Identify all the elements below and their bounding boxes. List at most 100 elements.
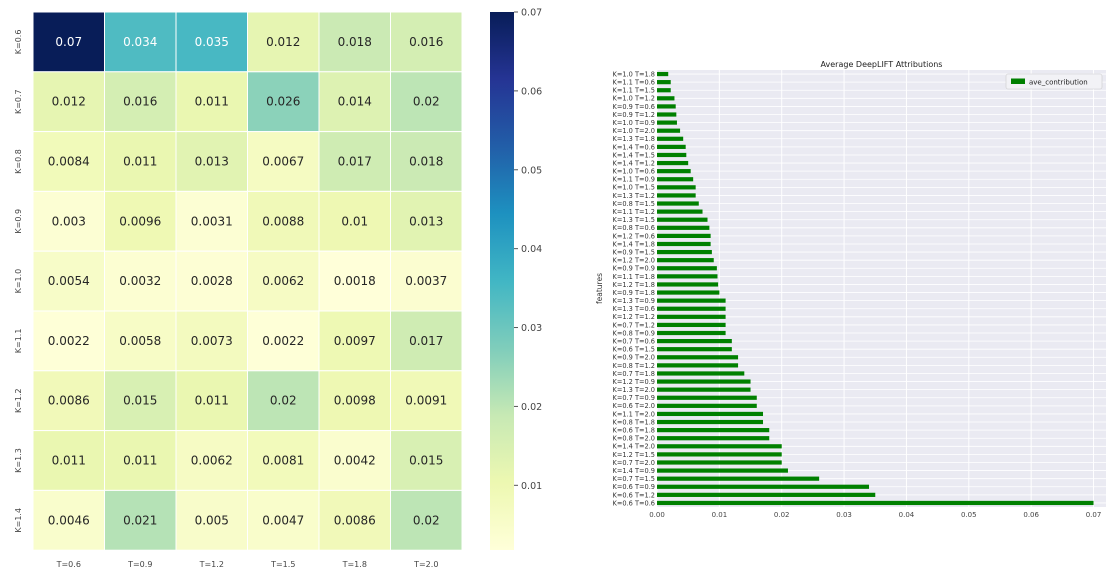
y-tick-label: K=0.8 T=2.0	[613, 435, 655, 443]
colorbar-tick-label: 0.04	[521, 244, 542, 255]
bar	[657, 379, 751, 384]
heatmap-cell-value: 0.0042	[334, 454, 376, 468]
bar	[657, 177, 694, 182]
bar	[657, 314, 726, 319]
bar	[657, 322, 726, 328]
heatmap-cell-value: 0.035	[195, 35, 229, 49]
heatmap-cell-value: 0.0097	[334, 334, 376, 348]
colorbar-tick-label: 0.07	[521, 8, 542, 19]
y-tick-label: K=0.6 T=0.6	[613, 499, 655, 507]
heatmap-cell-value: 0.011	[52, 454, 86, 468]
heatmap-cell-value: 0.015	[409, 454, 443, 468]
heatmap-cell-value: 0.0037	[405, 274, 447, 288]
bar	[657, 492, 876, 497]
heatmap-cell-value: 0.02	[270, 394, 297, 408]
bar	[657, 169, 691, 174]
bar	[657, 209, 703, 214]
y-tick-label: K=0.9 T=1.5	[613, 248, 655, 256]
heatmap-cell	[32, 310, 105, 372]
colorbar-tick-label: 0.05	[521, 165, 542, 176]
heatmap-cell	[247, 71, 320, 133]
bar	[657, 411, 764, 417]
y-tick-label: K=0.7 T=1.5	[613, 475, 655, 483]
bar	[657, 282, 719, 287]
x-tick-label: 0.03	[836, 511, 852, 519]
bar	[657, 88, 671, 93]
heatmap-cell-value: 0.0058	[119, 334, 161, 348]
y-tick-label: K=0.9 T=1.8	[613, 289, 655, 297]
heatmap-cell	[247, 370, 320, 432]
bar	[657, 71, 669, 77]
bar	[657, 460, 782, 465]
bar	[657, 144, 686, 149]
heatmap-cell-value: 0.0018	[334, 274, 376, 288]
y-tick-label: K=0.6 T=1.5	[613, 346, 655, 354]
heatmap-cell	[390, 11, 463, 73]
y-tick-label: K=0.7 T=2.0	[613, 459, 655, 467]
heatmap-cell-value: 0.0046	[48, 513, 90, 527]
heatmap-cell-value: 0.0081	[262, 454, 304, 468]
y-tick-label: K=1.4 T=0.9	[613, 467, 655, 475]
bar	[657, 112, 677, 117]
heatmap-cell	[104, 370, 177, 432]
heatmap-cell-value: 0.017	[409, 334, 443, 348]
heatmap-cell-value: 0.003	[52, 214, 86, 228]
bar	[657, 258, 714, 263]
bar	[657, 468, 788, 473]
y-tick-label: K=1.4 T=1.5	[613, 151, 655, 159]
bar	[657, 96, 675, 101]
y-tick-label: K=0.6 T=1.8	[613, 427, 655, 435]
y-tick-label: K=1.2 T=1.5	[613, 451, 655, 459]
bar	[657, 500, 1094, 506]
heatmap-cell-value: 0.016	[123, 95, 157, 109]
heatmap-cell-value: 0.0086	[334, 513, 376, 527]
heatmap-cell-value: 0.0022	[48, 334, 90, 348]
colorbar-tick-label: 0.01	[521, 481, 542, 492]
heatmap-y-tick-label: K=1.1	[14, 329, 23, 354]
bar	[657, 387, 751, 392]
y-tick-label: K=1.3 T=2.0	[613, 386, 655, 394]
y-tick-label: K=1.1 T=1.2	[613, 208, 655, 216]
y-tick-label: K=1.0 T=0.9	[613, 119, 655, 127]
bar	[657, 306, 726, 311]
heatmap-cell-value: 0.0091	[405, 394, 447, 408]
bar	[657, 371, 745, 376]
x-tick-label: 0.01	[712, 511, 728, 519]
colorbar-tick-label: 0.06	[521, 86, 542, 97]
heatmap-cell-value: 0.0047	[262, 513, 304, 527]
y-tick-label: K=0.8 T=1.8	[613, 418, 655, 426]
heatmap-cell-value: 0.0084	[48, 155, 90, 169]
bar	[657, 249, 712, 255]
bar	[657, 428, 770, 433]
heatmap-cell	[32, 370, 105, 432]
heatmap-cell	[175, 190, 248, 252]
y-tick-label: K=1.4 T=0.6	[613, 143, 655, 151]
colorbar-tick-label: 0.02	[521, 402, 542, 413]
heatmap-cell	[390, 250, 463, 312]
heatmap-cell	[175, 370, 248, 432]
y-tick-label: K=1.3 T=0.6	[613, 305, 655, 313]
y-tick-label: K=1.2 T=1.8	[613, 281, 655, 289]
heatmap-cell-value: 0.013	[409, 214, 443, 228]
heatmap-cell	[390, 310, 463, 372]
heatmap-cell	[318, 430, 391, 491]
heatmap-cell-value: 0.0031	[191, 214, 233, 228]
y-tick-label: K=0.7 T=1.8	[613, 370, 655, 378]
heatmap-cell-value: 0.018	[338, 35, 372, 49]
heatmap-cell-value: 0.012	[266, 35, 300, 49]
bar	[657, 452, 782, 457]
heatmap-y-tick-label: K=1.2	[14, 388, 23, 413]
bar	[657, 444, 782, 449]
x-tick-label: 0.04	[899, 511, 915, 519]
heatmap-cell	[104, 11, 177, 73]
heatmap-y-tick-label: K=1.0	[14, 269, 23, 294]
heatmap-cell	[104, 71, 177, 133]
heatmap-cell	[318, 131, 391, 192]
heatmap-cell	[32, 489, 105, 551]
bar	[657, 136, 684, 141]
bar	[657, 403, 757, 408]
bar	[657, 395, 757, 400]
bar	[657, 160, 689, 166]
legend: ave_contribution	[1005, 73, 1103, 90]
colorbar-tick-label: 0.03	[521, 323, 542, 334]
